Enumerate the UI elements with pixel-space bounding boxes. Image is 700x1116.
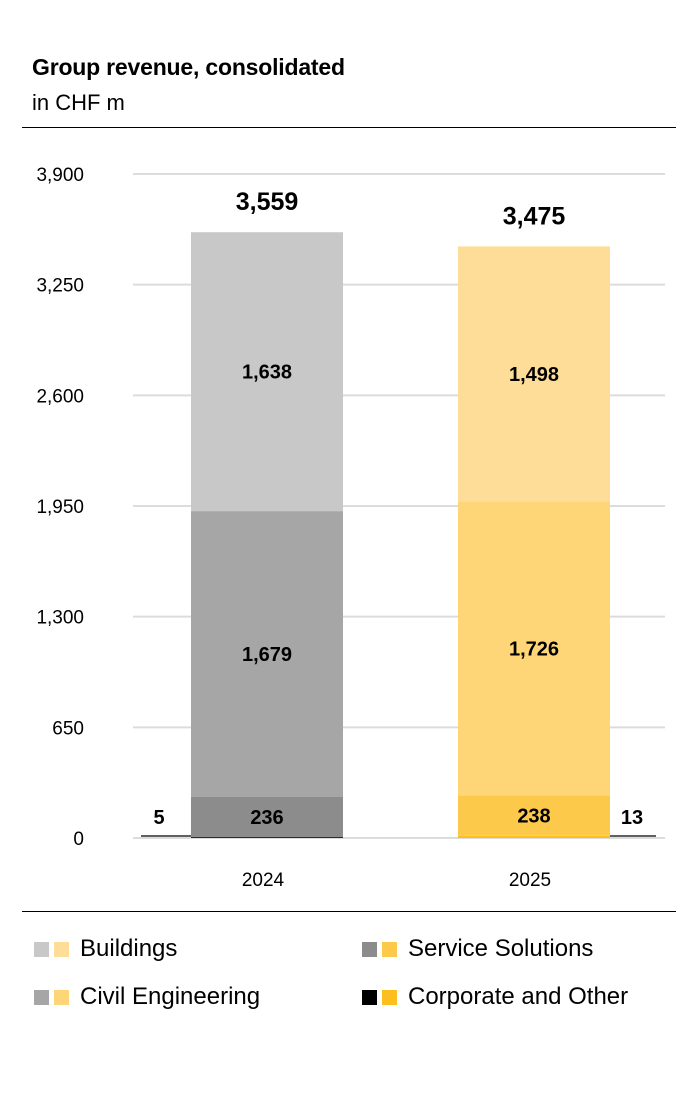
legend-label: Corporate and Other: [408, 983, 629, 1010]
bar-segment: [458, 835, 610, 838]
chart-title: Group revenue, consolidated: [32, 54, 345, 80]
legend-swatch-buildings-2025: [54, 941, 69, 957]
y-tick-label: 1,300: [36, 608, 84, 629]
bar-segment: [191, 232, 343, 512]
legend-swatch-service-solutions-2025: [382, 941, 397, 957]
legend-item-buildings: Buildings: [34, 934, 177, 964]
legend-swatch-civil-engineering-2025: [54, 989, 69, 1005]
segment-value-label: 1,726: [509, 638, 559, 660]
bottom-divider: [22, 911, 676, 912]
legend-swatch-buildings-2024: [34, 941, 49, 957]
y-tick-label: 0: [73, 829, 84, 850]
segment-value-label: 236: [250, 807, 283, 829]
segment-value-label: 1,638: [242, 362, 292, 384]
bar-segment: [458, 795, 610, 836]
legend-swatch-corporate-and-other-2024: [362, 989, 377, 1005]
legend-label: Service Solutions: [408, 935, 594, 962]
legend-swatch-corporate-and-other-2025: [382, 989, 397, 1005]
segment-value-label: 5: [153, 807, 164, 829]
y-tick-label: 3,250: [36, 276, 84, 297]
segment-value-label: 13: [621, 807, 643, 829]
x-tick-label: 2025: [509, 870, 551, 891]
legend-item-corporate-and-other: Corporate and Other: [362, 982, 628, 1012]
bar-segment: [191, 511, 343, 797]
x-tick-label: 2024: [242, 870, 285, 891]
legend-swatch-service-solutions-2024: [362, 941, 377, 957]
chart-subtitle: in CHF m: [32, 90, 125, 115]
y-tick-label: 650: [52, 718, 84, 739]
legend-label: Buildings: [80, 935, 178, 962]
y-tick-label: 1,950: [36, 497, 84, 518]
segment-value-label: 1,498: [509, 364, 559, 386]
legend-swatch-civil-engineering-2024: [34, 989, 49, 1005]
legend-label: Civil Engineering: [80, 983, 261, 1010]
y-tick-label: 2,600: [36, 386, 84, 407]
bar-segment: [458, 501, 610, 796]
legend: Buildings Service Solutions Civil Engine…: [0, 930, 700, 1040]
y-tick-label: 3,900: [36, 165, 84, 186]
legend-item-civil-engineering: Civil Engineering: [34, 982, 260, 1012]
segment-value-label: 1,679: [242, 644, 292, 666]
legend-item-service-solutions: Service Solutions: [362, 934, 593, 964]
bar-segment: [458, 246, 610, 502]
segment-value-label: 238: [517, 806, 550, 828]
bar-segment: [191, 837, 343, 838]
total-value-label: 3,559: [236, 188, 299, 216]
revenue-chart: 0 650 1,300 1,950 2,600 3,250 3,900 5 236 1,679 1,…: [36, 165, 665, 891]
total-value-label: 3,475: [503, 202, 566, 230]
bar-segment: [191, 796, 343, 838]
top-divider: [22, 127, 676, 128]
